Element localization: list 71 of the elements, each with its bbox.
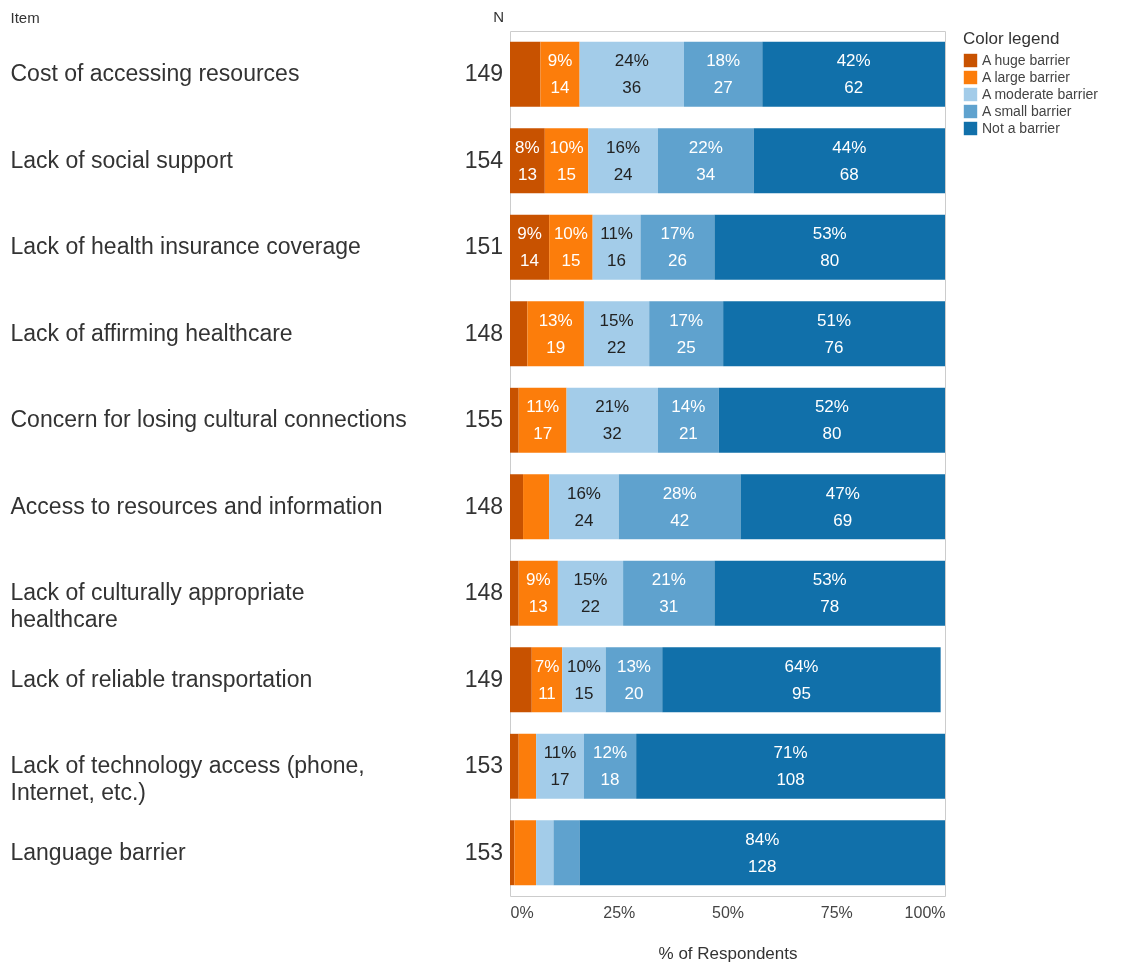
text: 148 bbox=[464, 579, 503, 606]
text: 148 bbox=[464, 492, 503, 519]
y-tick-label: Language barrier bbox=[10, 838, 187, 865]
data-label: 28% 42 bbox=[662, 483, 697, 530]
data-label: 10% 15 bbox=[566, 656, 601, 703]
y-tick-label: Lack of technology access (phone, Internet, etc.) bbox=[10, 752, 365, 806]
y-tick-label: Lack of reliable transportation bbox=[10, 665, 313, 692]
text: 155 bbox=[464, 406, 503, 433]
data-label: 24% 36 bbox=[614, 51, 649, 98]
y-tick-label: Lack of culturally appropriate healthcare bbox=[10, 579, 305, 633]
data-label: 71% 108 bbox=[773, 743, 808, 790]
data-label: 22% 34 bbox=[688, 137, 723, 184]
data-label: 13% 19 bbox=[538, 310, 573, 357]
data-label: 10% 15 bbox=[553, 224, 588, 271]
data-label: 11% 17 bbox=[543, 743, 577, 790]
data-label: 17% 26 bbox=[660, 224, 695, 271]
x-tick-label: 25% bbox=[603, 903, 636, 921]
data-label: 52% 80 bbox=[814, 397, 849, 444]
data-label: 17% 25 bbox=[669, 310, 704, 357]
legend-label: A moderate barrier bbox=[982, 85, 1099, 102]
legend-label: A large barrier bbox=[982, 68, 1071, 85]
data-label: 14% 21 bbox=[671, 397, 706, 444]
data-label: 8% 13 bbox=[515, 137, 540, 184]
data-label: 42% 62 bbox=[836, 51, 871, 98]
y-tick-label: Cost of accessing resources bbox=[10, 60, 300, 87]
x-tick-label: 100% bbox=[904, 903, 946, 921]
y-axis-title: Item bbox=[10, 8, 40, 26]
data-label: 9% 14 bbox=[547, 51, 573, 98]
y-tick-label: Access to resources and information bbox=[10, 492, 383, 519]
data-label: 53% 78 bbox=[812, 570, 847, 617]
data-label: 9% 13 bbox=[525, 570, 551, 617]
legend-label: A small barrier bbox=[982, 102, 1072, 119]
data-label: 13% 20 bbox=[616, 656, 651, 703]
x-tick-label: 50% bbox=[711, 903, 745, 921]
data-label: 47% 69 bbox=[825, 483, 860, 530]
text: N bbox=[493, 8, 504, 25]
text: 148 bbox=[464, 319, 503, 346]
data-label: 15% 22 bbox=[599, 310, 634, 357]
text: 151 bbox=[464, 233, 503, 260]
text: 149 bbox=[464, 60, 503, 87]
data-label: 10% 15 bbox=[549, 137, 584, 184]
data-label: 21% 32 bbox=[595, 397, 630, 444]
x-tick-label: 0% bbox=[510, 903, 534, 921]
y-tick-label: Lack of health insurance coverage bbox=[10, 233, 361, 260]
y-tick-label: Lack of affirming healthcare bbox=[10, 319, 293, 346]
data-label: 64% 95 bbox=[784, 656, 819, 703]
y-tick-label: Concern for losing cultural connections bbox=[10, 406, 407, 433]
data-label: 7% 11 bbox=[534, 656, 560, 703]
data-label: 11% 17 bbox=[526, 397, 560, 444]
y-tick-label: Lack of social support bbox=[10, 146, 234, 173]
x-tick-label: 75% bbox=[820, 903, 853, 921]
legend-label: A huge barrier bbox=[982, 51, 1071, 68]
data-label: 51% 76 bbox=[817, 310, 852, 357]
data-label: 9% 14 bbox=[517, 224, 542, 271]
legend-label: Not a barrier bbox=[982, 119, 1061, 136]
data-label: 16% 24 bbox=[606, 137, 641, 184]
data-label: 84% 128 bbox=[745, 829, 780, 876]
data-label: 44% 68 bbox=[832, 137, 867, 184]
data-label: 11% 16 bbox=[600, 224, 633, 271]
text: 153 bbox=[464, 838, 503, 865]
data-label: 12% 18 bbox=[593, 743, 628, 790]
data-label: 53% 80 bbox=[812, 224, 847, 271]
legend-title: Color legend bbox=[963, 29, 1060, 48]
data-label: 21% 31 bbox=[651, 570, 686, 617]
text: 154 bbox=[464, 146, 504, 173]
data-label: 16% 24 bbox=[566, 483, 601, 530]
data-label: 15% 22 bbox=[573, 570, 608, 617]
text: 153 bbox=[464, 752, 503, 779]
text: 149 bbox=[464, 665, 503, 692]
data-label: 18% 27 bbox=[706, 51, 741, 98]
x-axis-title: % of Respondents bbox=[658, 943, 798, 963]
